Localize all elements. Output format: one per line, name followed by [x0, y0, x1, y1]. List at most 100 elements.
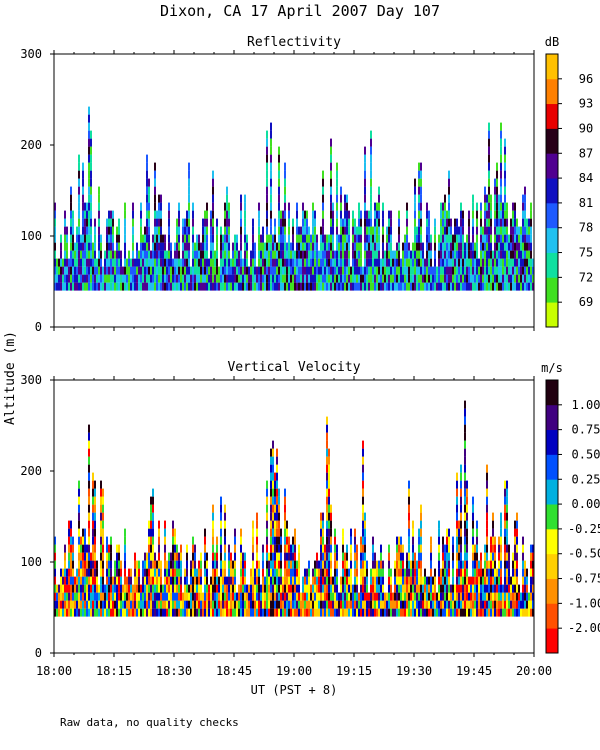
- reflectivity-cell-228: [100, 266, 102, 275]
- velocity-cell-2094: [514, 600, 516, 609]
- velocity-cell-1084: [292, 592, 294, 601]
- velocity-cell-1293: [336, 576, 338, 585]
- reflectivity-cell-1659: [428, 250, 430, 259]
- velocity-cell-1552: [402, 576, 404, 585]
- reflectivity-cell-415: [148, 186, 150, 195]
- velocity-cell-1592: [410, 576, 412, 585]
- reflectivity-cell-659: [206, 226, 208, 235]
- reflectivity-cell-203: [94, 258, 96, 267]
- reflectivity-cell-123: [82, 202, 84, 211]
- reflectivity-cell-638: [202, 242, 204, 251]
- reflectivity-cell-677: [212, 282, 214, 291]
- velocity-cell-1906: [476, 584, 478, 593]
- velocity-cell-1530: [398, 592, 400, 601]
- velocity-cell-1466: [378, 592, 380, 601]
- reflectivity-cell-40: [66, 282, 68, 291]
- reflectivity-cell-107: [80, 274, 82, 283]
- velocity-cell-1460: [376, 584, 378, 593]
- reflectivity-cell-986: [282, 226, 284, 235]
- velocity-cell-1932: [482, 592, 484, 601]
- reflectivity-cell-526: [176, 274, 178, 283]
- velocity-cell-299: [114, 592, 116, 601]
- reflectivity-cell-1192: [330, 282, 332, 291]
- velocity-cell-1080: [290, 552, 292, 561]
- velocity-cell-1862: [466, 528, 468, 537]
- reflectivity-cell-392: [146, 234, 148, 243]
- reflectivity-cell-1345: [358, 210, 360, 219]
- reflectivity-cell-2122: [520, 258, 522, 267]
- reflectivity-cell-517: [172, 266, 174, 275]
- reflectivity-cell-1455: [378, 226, 380, 235]
- reflectivity-cell-1457: [378, 210, 380, 219]
- reflectivity-cell-1087: [304, 226, 306, 235]
- velocity-cell-1445: [372, 560, 374, 569]
- reflectivity-colorbar-swatch-2: [546, 252, 558, 278]
- reflectivity-cell-492: [164, 234, 166, 243]
- velocity-cell-1139: [308, 608, 310, 617]
- velocity-cell-524: [170, 592, 172, 601]
- velocity-cell-1406: [362, 464, 364, 473]
- reflectivity-cell-93: [78, 250, 80, 259]
- reflectivity-cell-1427: [374, 274, 376, 283]
- velocity-cell-307: [116, 584, 118, 593]
- reflectivity-cell-1809: [462, 258, 464, 267]
- reflectivity-cell-370: [140, 202, 142, 211]
- reflectivity-cell-842: [254, 266, 256, 275]
- velocity-cell-805: [240, 560, 242, 569]
- velocity-cell-1593: [410, 568, 412, 577]
- reflectivity-cell-733: [224, 210, 226, 219]
- velocity-cell-23: [60, 568, 62, 577]
- reflectivity-ytick-label-0: 0: [35, 320, 42, 334]
- reflectivity-cell-467: [160, 282, 162, 291]
- reflectivity-cell-293: [118, 282, 120, 291]
- velocity-cell-1048: [284, 504, 286, 513]
- reflectivity-cell-1602: [418, 282, 420, 291]
- reflectivity-cell-1520: [396, 274, 398, 283]
- reflectivity-cell-2051: [504, 146, 506, 155]
- velocity-cell-1948: [486, 584, 488, 593]
- velocity-cell-940: [270, 456, 272, 465]
- velocity-cell-651: [204, 608, 206, 617]
- reflectivity-cell-782: [236, 234, 238, 243]
- reflectivity-cell-2134: [522, 226, 524, 235]
- reflectivity-cell-737: [226, 266, 228, 275]
- reflectivity-cell-2058: [506, 242, 508, 251]
- velocity-cell-455: [152, 496, 154, 505]
- reflectivity-cell-1085: [304, 242, 306, 251]
- velocity-cell-1854: [466, 592, 468, 601]
- reflectivity-cell-880: [264, 242, 266, 251]
- reflectivity-cell-1512: [392, 258, 394, 267]
- reflectivity-cell-1533: [398, 218, 400, 227]
- reflectivity-cell-946: [276, 274, 278, 283]
- reflectivity-cell-660: [206, 218, 208, 227]
- reflectivity-cell-2155: [526, 258, 528, 267]
- reflectivity-cell-1797: [460, 266, 462, 275]
- reflectivity-cell-252: [108, 266, 110, 275]
- reflectivity-cell-855: [258, 234, 260, 243]
- reflectivity-cell-919: [270, 194, 272, 203]
- velocity-cell-341: [124, 544, 126, 553]
- velocity-cell-1082: [292, 608, 294, 617]
- velocity-cell-898: [266, 592, 268, 601]
- velocity-cell-688: [212, 536, 214, 545]
- velocity-cell-1461: [376, 576, 378, 585]
- reflectivity-cell-1331: [356, 258, 358, 267]
- reflectivity-cell-1480: [384, 250, 386, 259]
- velocity-cell-444: [152, 584, 154, 593]
- reflectivity-cell-723: [222, 234, 224, 243]
- velocity-cell-343: [124, 528, 126, 537]
- velocity-cell-89: [76, 568, 78, 577]
- reflectivity-cell-1719: [444, 258, 446, 267]
- velocity-cell-599: [188, 592, 190, 601]
- reflectivity-cell-821: [246, 242, 248, 251]
- reflectivity-cell-2175: [530, 242, 532, 251]
- reflectivity-cell-1786: [456, 218, 458, 227]
- reflectivity-cell-113: [82, 282, 84, 291]
- velocity-cell-998: [276, 480, 278, 489]
- reflectivity-cell-399: [146, 178, 148, 187]
- reflectivity-cell-138: [84, 210, 86, 219]
- velocity-colorbar-swatch-8: [546, 429, 558, 455]
- reflectivity-cell-496: [166, 258, 168, 267]
- velocity-cell-308: [116, 576, 118, 585]
- velocity-cell-325: [120, 584, 122, 593]
